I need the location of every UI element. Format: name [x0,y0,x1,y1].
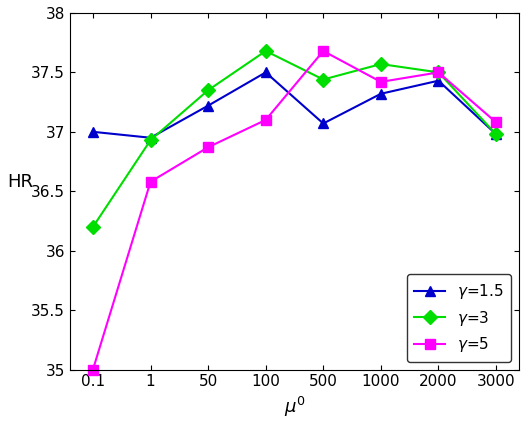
$\gamma$=5 [493,120,499,125]
$\gamma$=3 [320,77,327,82]
$\gamma$=1.5 [90,129,96,134]
$\gamma$=1.5 [205,103,211,108]
X-axis label: $\mu^0$: $\mu^0$ [284,395,305,419]
Line: $\gamma$=5: $\gamma$=5 [88,46,501,374]
$\gamma$=3 [378,61,384,66]
Line: $\gamma$=3: $\gamma$=3 [88,46,501,232]
$\gamma$=5 [90,367,96,372]
$\gamma$=5 [147,179,154,184]
$\gamma$=3 [205,88,211,93]
$\gamma$=5 [436,70,442,75]
$\gamma$=1.5 [320,121,327,126]
$\gamma$=1.5 [378,91,384,96]
$\gamma$=5 [320,49,327,54]
$\gamma$=3 [493,132,499,137]
$\gamma$=5 [205,145,211,150]
$\gamma$=1.5 [493,132,499,137]
Y-axis label: HR: HR [7,173,33,191]
$\gamma$=3 [147,138,154,143]
Legend: $\gamma$=1.5, $\gamma$=3, $\gamma$=5: $\gamma$=1.5, $\gamma$=3, $\gamma$=5 [407,274,511,362]
$\gamma$=3 [436,70,442,75]
$\gamma$=1.5 [262,70,269,75]
Line: $\gamma$=1.5: $\gamma$=1.5 [88,67,501,143]
$\gamma$=3 [262,49,269,54]
$\gamma$=5 [262,118,269,123]
$\gamma$=5 [378,79,384,84]
$\gamma$=1.5 [147,135,154,140]
$\gamma$=1.5 [436,78,442,83]
$\gamma$=3 [90,225,96,230]
